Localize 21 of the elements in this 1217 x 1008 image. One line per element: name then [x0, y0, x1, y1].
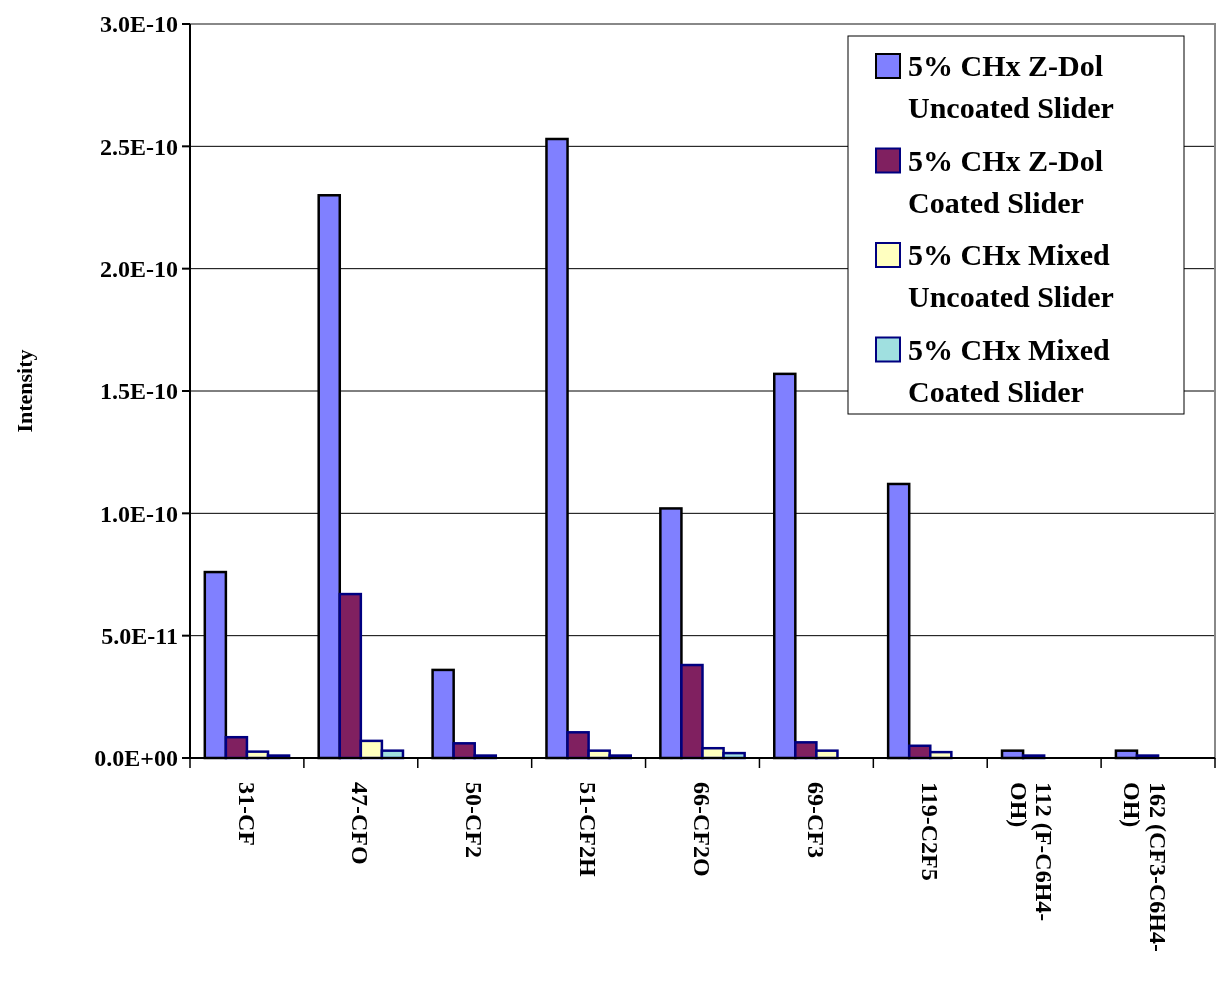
- x-tick-label: 66-CF2O: [689, 782, 716, 877]
- x-tick-label: 119-C2F5: [916, 782, 943, 881]
- x-tick-label: 112 (F-C6H4-OH): [1005, 782, 1057, 922]
- x-tick-label: 51-CF2H: [575, 782, 602, 877]
- x-tick-label: 47-CFO: [347, 782, 374, 865]
- legend-label: 5% CHx Mixed Uncoated Slider: [908, 238, 1114, 313]
- y-axis-title: Intensity: [12, 349, 37, 433]
- legend-label: 5% CHx Z-Dol Coated Slider: [908, 143, 1103, 219]
- legend-label: 5% CHx Mixed Coated Slider: [908, 332, 1110, 408]
- y-tick-label: 0.0E+00: [94, 745, 178, 772]
- x-tick-label: 50-CF2: [461, 782, 488, 858]
- y-tick-label: 2.5E-10: [100, 133, 178, 160]
- y-tick-label: 3.0E-10: [100, 11, 178, 38]
- y-tick-label: 2.0E-10: [100, 256, 178, 283]
- x-tick-label: 69-CF3: [802, 782, 829, 858]
- y-tick-label: 1.0E-10: [100, 500, 178, 527]
- y-tick-label: 1.5E-10: [100, 378, 178, 405]
- x-tick-label: 162 (CF3-C6H4-OH): [1119, 782, 1171, 952]
- legend-label: 5% CHx Z-Dol Uncoated Slider: [908, 49, 1114, 124]
- y-tick-label: 5.0E-11: [101, 623, 178, 650]
- x-tick-label: 31-CF: [233, 782, 260, 846]
